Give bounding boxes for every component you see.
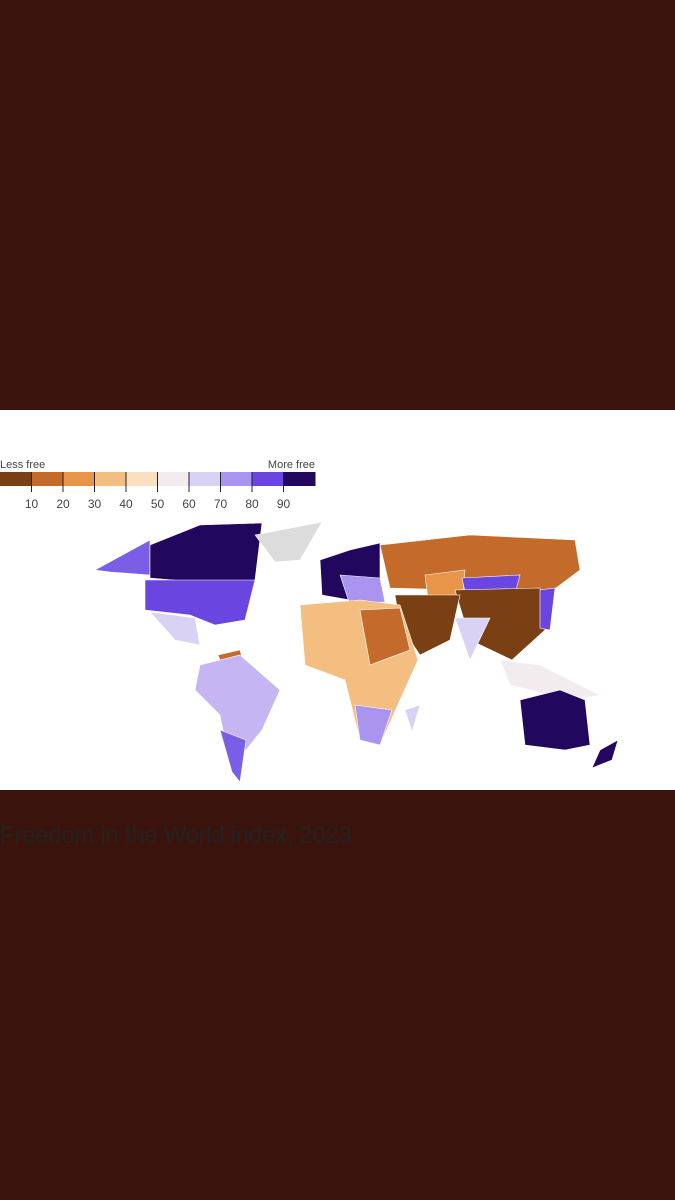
legend-tick-label: 70: [214, 497, 228, 511]
region: [404, 704, 421, 734]
legend-tick-label: 60: [182, 497, 196, 511]
legend-tick-label: 20: [56, 497, 70, 511]
legend-tick-label: 40: [119, 497, 133, 511]
content-panel: Freedom in the World index, 2023 Less fr…: [0, 410, 675, 849]
legend-swatch: [189, 472, 221, 486]
region: [94, 539, 151, 576]
region: [144, 579, 256, 626]
region: [194, 654, 281, 751]
region: [219, 729, 247, 783]
title: Freedom in the World index, 2023: [0, 822, 352, 849]
region: [254, 521, 323, 563]
legend-tick-label: 90: [277, 497, 291, 511]
legend-high-label: More free: [268, 459, 315, 471]
legend-tick-label: 80: [245, 497, 259, 511]
legend-swatch: [157, 472, 190, 486]
region: [149, 611, 201, 646]
region: [339, 574, 386, 606]
legend-swatch: [126, 472, 158, 486]
legend-swatch: [0, 472, 32, 486]
map: Less free More free 10 20 30 40 50 60 70 80 90: [0, 459, 619, 783]
region: [539, 587, 556, 631]
region: [519, 689, 591, 751]
legend-tick-label: 50: [151, 497, 165, 511]
region: [591, 739, 619, 769]
legend-low-label: Less free: [0, 459, 45, 471]
legend: 10 20 30 40 50 60 70 80 90: [0, 472, 316, 511]
legend-swatch: [63, 472, 95, 486]
legend-swatch: [283, 472, 316, 486]
region: [499, 659, 601, 701]
legend-swatch: [31, 472, 64, 486]
region: [354, 704, 393, 746]
region: [149, 522, 263, 586]
legend-swatch: [220, 472, 253, 486]
region: [454, 617, 491, 661]
legend-swatch: [252, 472, 284, 486]
legend-swatch: [94, 472, 127, 486]
world-map: [94, 521, 619, 783]
legend-tick-label: 30: [88, 497, 102, 511]
region: [359, 607, 411, 666]
legend-tick-label: 10: [25, 497, 39, 511]
